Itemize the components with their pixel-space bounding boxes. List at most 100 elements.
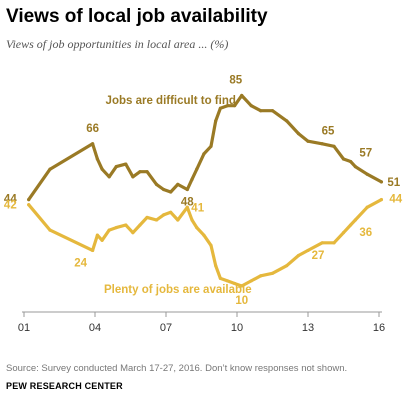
data-point — [48, 167, 52, 171]
data-point — [240, 284, 244, 288]
data-point — [225, 104, 230, 108]
data-point — [218, 276, 223, 280]
data-point — [195, 225, 199, 230]
data-point — [285, 264, 289, 268]
data-point — [195, 167, 199, 171]
data-point — [218, 106, 223, 110]
data-point — [169, 210, 173, 214]
data-point — [131, 175, 135, 179]
data-label: 48 — [181, 196, 194, 208]
data-point — [190, 177, 194, 181]
data-point — [91, 142, 95, 146]
data-point — [249, 104, 253, 108]
data-point — [114, 165, 118, 169]
data-point — [91, 248, 95, 253]
data-label: 44 — [4, 194, 17, 206]
data-point — [95, 233, 99, 237]
series-line-difficult — [27, 93, 383, 202]
data-point — [185, 205, 189, 209]
data-point — [379, 180, 383, 184]
data-point — [365, 205, 369, 209]
series-name-label: Plenty of jobs are available — [104, 284, 252, 296]
x-tick-label: 10 — [231, 322, 243, 334]
data-point — [379, 198, 383, 202]
data-label: 65 — [322, 125, 335, 137]
data-point — [202, 233, 206, 237]
data-label: 44 — [389, 194, 402, 206]
data-point — [341, 231, 346, 235]
data-point — [162, 213, 166, 217]
data-point — [190, 218, 194, 222]
data-point — [95, 157, 99, 161]
data-point — [306, 139, 310, 143]
x-tick-label: 13 — [302, 322, 314, 334]
series-name-label: Jobs are difficult to find — [106, 95, 236, 107]
data-point — [233, 281, 237, 286]
data-label: 42 — [4, 200, 17, 212]
data-point — [285, 119, 289, 123]
data-point — [240, 93, 244, 98]
data-point — [214, 264, 218, 268]
data-point — [27, 203, 31, 207]
data-point — [176, 218, 180, 222]
data-point — [353, 165, 357, 169]
chart-title: Views of local job availability — [6, 6, 268, 27]
data-point — [138, 223, 142, 227]
series-line-plenty — [27, 198, 383, 288]
data-point — [341, 157, 346, 161]
source-note: Source: Survey conducted March 17-27, 20… — [6, 363, 348, 374]
data-point — [131, 231, 135, 235]
data-point — [100, 238, 104, 242]
data-label: 66 — [86, 123, 99, 135]
data-point — [124, 223, 128, 227]
data-point — [332, 241, 336, 245]
chart-subtitle: Views of job opportunities in local area… — [6, 37, 229, 51]
data-point — [259, 109, 263, 113]
x-tick-label: 07 — [160, 322, 172, 334]
data-point — [320, 241, 324, 245]
data-point — [27, 198, 31, 202]
data-point — [259, 274, 263, 278]
data-point — [209, 144, 213, 148]
data-point — [162, 187, 166, 192]
brand-footer: PEW RESEARCH CENTER — [6, 381, 123, 391]
x-tick-label: 01 — [18, 322, 30, 334]
data-point — [296, 132, 301, 136]
line-chart: 01 04 07 10 13 16 44 66 48 85 65 57 51 42 24 41 10 27 36 44… — [4, 75, 403, 335]
data-point — [114, 225, 118, 230]
data-point — [169, 190, 173, 194]
data-point — [100, 167, 104, 171]
data-point — [233, 104, 237, 108]
data-point — [202, 152, 206, 156]
data-label: 10 — [235, 295, 248, 307]
data-label: 36 — [359, 227, 372, 239]
data-point — [145, 170, 149, 174]
data-point — [353, 218, 357, 222]
data-label: 57 — [359, 148, 372, 160]
data-point — [225, 279, 230, 283]
data-point — [154, 218, 159, 222]
x-tick-label: 04 — [89, 322, 101, 334]
data-label: 41 — [191, 202, 204, 214]
data-point — [107, 228, 111, 232]
x-tick-label: 16 — [373, 322, 385, 334]
data-point — [154, 182, 159, 186]
data-point — [48, 228, 52, 232]
data-point — [306, 248, 310, 253]
data-point — [138, 170, 142, 174]
data-point — [185, 187, 189, 192]
data-point — [270, 271, 275, 275]
data-point — [209, 243, 213, 247]
data-point — [365, 172, 369, 176]
data-point — [320, 142, 324, 146]
data-label: 51 — [387, 177, 400, 189]
data-point — [124, 162, 128, 166]
data-label: 27 — [312, 250, 325, 262]
data-point — [332, 144, 336, 148]
data-point — [296, 253, 301, 258]
data-point — [349, 223, 353, 227]
data-point — [270, 109, 275, 113]
data-point — [145, 215, 149, 220]
data-point — [176, 182, 180, 186]
data-point — [107, 175, 111, 179]
